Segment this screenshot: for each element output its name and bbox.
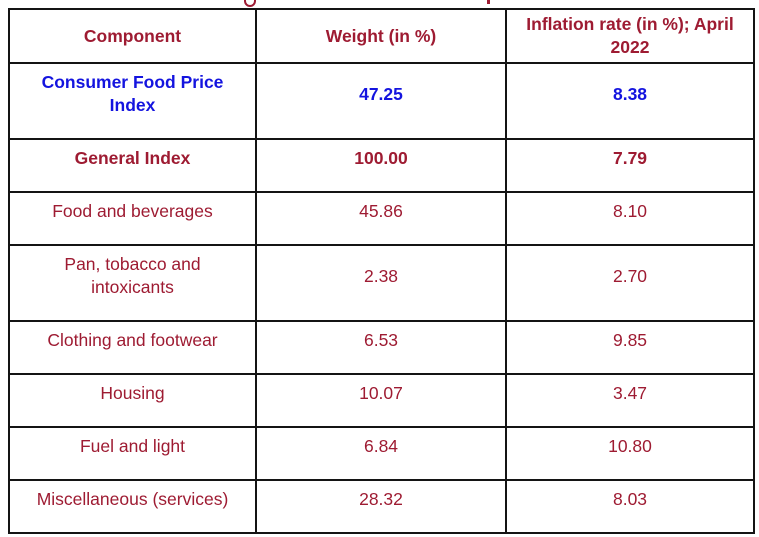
cropped-title-descender-right: [487, 0, 490, 4]
table-row-housing: Housing 10.07 3.47: [8, 373, 755, 428]
cell-component: Housing: [8, 373, 257, 428]
table-row-general-index: General Index 100.00 7.79: [8, 138, 755, 193]
cell-inflation: 8.10: [505, 191, 755, 246]
cell-weight: 6.53: [255, 320, 507, 375]
column-header-weight: Weight (in %): [255, 8, 507, 64]
table-row-clothing-and-footwear: Clothing and footwear 6.53 9.85: [8, 320, 755, 375]
cropped-title-descender-left: [244, 0, 256, 7]
table-row-miscellaneous-services: Miscellaneous (services) 28.32 8.03: [8, 479, 755, 534]
cell-inflation: 9.85: [505, 320, 755, 375]
inflation-table: Component Weight (in %) Inflation rate (…: [8, 8, 755, 534]
table-header-row: Component Weight (in %) Inflation rate (…: [8, 8, 755, 64]
cell-component: Clothing and footwear: [8, 320, 257, 375]
table-row-pan-tobacco-intoxicants: Pan, tobacco and intoxicants 2.38 2.70: [8, 244, 755, 322]
cell-weight: 6.84: [255, 426, 507, 481]
cell-component: Pan, tobacco and intoxicants: [8, 244, 257, 322]
cell-inflation: 8.38: [505, 62, 755, 140]
table-row-consumer-food-price-index: Consumer Food Price Index 47.25 8.38: [8, 62, 755, 140]
cell-component: Miscellaneous (services): [8, 479, 257, 534]
cell-weight: 100.00: [255, 138, 507, 193]
column-header-inflation: Inflation rate (in %); April 2022: [505, 8, 755, 64]
cell-weight: 28.32: [255, 479, 507, 534]
cell-inflation: 10.80: [505, 426, 755, 481]
cell-weight: 47.25: [255, 62, 507, 140]
cell-component: Food and beverages: [8, 191, 257, 246]
cell-weight: 45.86: [255, 191, 507, 246]
cell-component-label: Consumer Food Price Index: [41, 72, 224, 115]
cell-inflation: 7.79: [505, 138, 755, 193]
cell-component: Fuel and light: [8, 426, 257, 481]
cell-component: Consumer Food Price Index: [8, 62, 257, 140]
cell-weight: 10.07: [255, 373, 507, 428]
cell-inflation: 8.03: [505, 479, 755, 534]
table-row-fuel-and-light: Fuel and light 6.84 10.80: [8, 426, 755, 481]
cell-component: General Index: [8, 138, 257, 193]
cell-component-label: Pan, tobacco and intoxicants: [64, 254, 201, 297]
cell-inflation: 2.70: [505, 244, 755, 322]
column-header-component: Component: [8, 8, 257, 64]
table-row-food-and-beverages: Food and beverages 45.86 8.10: [8, 191, 755, 246]
cell-inflation: 3.47: [505, 373, 755, 428]
cell-weight: 2.38: [255, 244, 507, 322]
